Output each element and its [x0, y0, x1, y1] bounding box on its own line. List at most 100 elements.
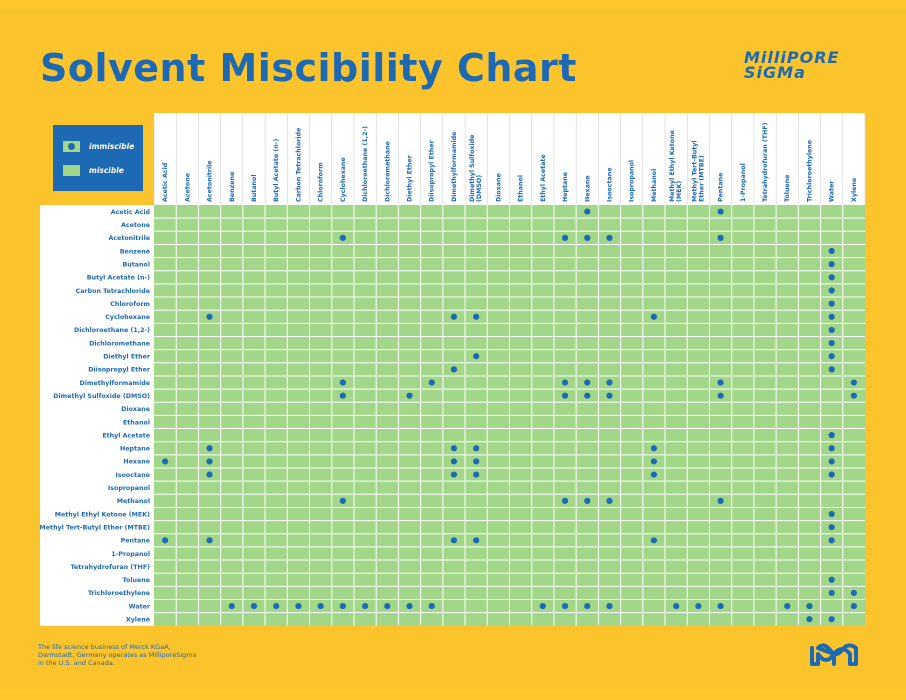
- immiscible-dot: [339, 497, 346, 504]
- immiscible-dot: [584, 234, 591, 241]
- immiscible-dot: [828, 326, 835, 334]
- row-label: Methyl Ethyl Ketone (MEK): [55, 511, 150, 518]
- merck-logo-icon: [810, 643, 858, 666]
- column-label: Methanol: [651, 169, 658, 202]
- millipore-sigma-logo: MilliPORE SiGMa: [744, 50, 869, 84]
- column-label: Methyl Ethyl Ketone(MEK): [669, 130, 683, 202]
- column-label: Acetic Acid: [162, 163, 169, 202]
- immiscible-dot: [406, 392, 413, 399]
- row-label: Dimethylformamide: [80, 380, 150, 387]
- immiscible-dot: [828, 300, 835, 307]
- immiscible-dot: [850, 379, 857, 386]
- row-label: Chloroform: [110, 301, 150, 308]
- immiscible-dot: [384, 602, 391, 610]
- immiscible-dot: [473, 445, 480, 452]
- row-label: Tetrahydrofuran (THF): [71, 564, 151, 571]
- immiscible-dot: [650, 313, 658, 320]
- immiscible-dot: [828, 537, 835, 544]
- immiscible-dot: [561, 602, 569, 610]
- immiscible-dot: [828, 261, 835, 268]
- immiscible-dot: [450, 537, 458, 544]
- column-label: Isopropanol: [629, 160, 636, 202]
- immiscible-dot: [473, 471, 480, 478]
- immiscible-swatch: [63, 141, 80, 152]
- column-label: Dioxane: [495, 173, 502, 202]
- row-label: Dichloroethane (1,2-): [74, 327, 150, 334]
- column-label: Butyl Acetate (n-): [273, 139, 280, 202]
- immiscible-dot: [673, 602, 680, 610]
- immiscible-dot: [606, 234, 613, 241]
- column-label: Ethanol: [518, 175, 525, 202]
- immiscible-dot: [450, 458, 458, 465]
- immiscible-dot: [717, 392, 724, 399]
- dot-icon: [68, 143, 75, 150]
- column-label: Chloroform: [318, 162, 325, 202]
- footer-note: The life science business of Merck KGaA,…: [38, 643, 197, 667]
- column-label: Pentane: [718, 173, 725, 202]
- row-label: 1-Propanol: [111, 551, 150, 558]
- row-label: Methyl Tert-Butyl Ether (MTBE): [40, 524, 151, 531]
- immiscible-dot: [584, 602, 591, 610]
- legend-miscible-label: miscible: [89, 166, 124, 175]
- row-label: Pentane: [121, 538, 150, 545]
- immiscible-dot: [584, 208, 591, 215]
- row-label: Dichloromethane: [89, 340, 150, 347]
- row-label: Butyl Acetate (n-): [87, 275, 150, 282]
- immiscible-dot: [228, 602, 235, 610]
- immiscible-dot: [406, 602, 413, 610]
- immiscible-dot: [561, 234, 569, 241]
- immiscible-dot: [162, 458, 169, 465]
- immiscible-dot: [695, 602, 702, 610]
- page-title: Solvent Miscibility Chart: [40, 46, 577, 90]
- column-label: Methyl Tert-ButylEther (MTBE): [691, 141, 705, 203]
- row-label: Diethyl Ether: [103, 354, 151, 361]
- legend: immiscible miscible: [53, 125, 143, 191]
- immiscible-dot: [828, 589, 835, 597]
- immiscible-dot: [828, 366, 835, 373]
- row-label: Benzene: [120, 248, 150, 255]
- immiscible-dot: [539, 602, 546, 610]
- immiscible-dot: [650, 458, 658, 465]
- immiscible-dot: [828, 274, 835, 281]
- immiscible-dot: [428, 379, 435, 386]
- immiscible-dot: [606, 497, 613, 504]
- row-label: Dimethyl Sulfoxide (DMSO): [53, 393, 150, 400]
- row-label: Hexane: [123, 459, 150, 466]
- immiscible-dot: [606, 379, 613, 386]
- row-label: Carbon Tetrachloride: [76, 288, 150, 295]
- miscible-swatch: [63, 165, 80, 176]
- row-header-background: [40, 205, 154, 626]
- row-label: Acetone: [121, 222, 150, 229]
- column-label: Trichloroethylene: [806, 140, 813, 202]
- immiscible-dot: [450, 313, 458, 320]
- immiscible-dot: [561, 497, 569, 504]
- immiscible-dot: [650, 445, 658, 452]
- immiscible-dot: [450, 471, 458, 478]
- immiscible-dot: [828, 339, 835, 347]
- immiscible-dot: [806, 602, 813, 610]
- immiscible-dot: [717, 234, 724, 241]
- column-label: Ethyl Acetate: [540, 154, 547, 202]
- column-label: Diisopropyl Ether: [429, 139, 436, 202]
- immiscible-dot: [650, 471, 658, 478]
- row-label: Ethyl Acetate: [102, 432, 150, 439]
- immiscible-dot: [828, 471, 835, 478]
- column-label: Hexane: [584, 175, 591, 202]
- column-label: Water: [829, 180, 836, 202]
- immiscible-dot: [561, 392, 569, 399]
- immiscible-dot: [850, 602, 857, 610]
- row-label: Acetic Acid: [111, 209, 150, 216]
- immiscible-dot: [828, 524, 835, 531]
- column-label: Heptane: [562, 172, 569, 202]
- immiscible-dot: [650, 537, 658, 544]
- immiscible-dot: [473, 313, 480, 320]
- immiscible-dot: [206, 537, 213, 544]
- immiscible-dot: [206, 313, 213, 320]
- immiscible-dot: [828, 353, 835, 360]
- immiscible-dot: [584, 379, 591, 386]
- immiscible-dot: [717, 497, 724, 504]
- immiscible-dot: [850, 589, 857, 597]
- immiscible-dot: [339, 379, 346, 386]
- row-label: Toluene: [123, 577, 150, 584]
